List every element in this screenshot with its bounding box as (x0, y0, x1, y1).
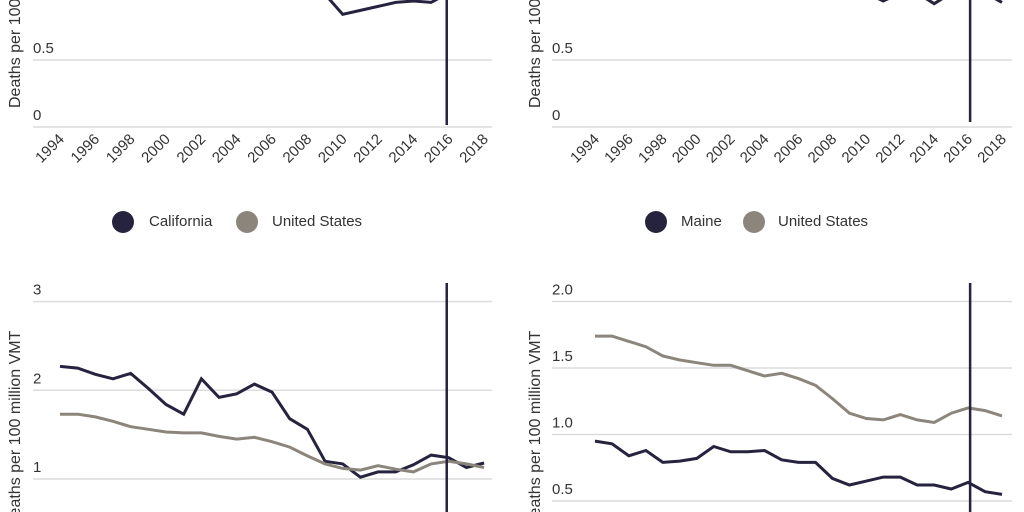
panel-bottom-right: 0.5 1.0 1.5 2.0 Deaths per 100 million VMT (527, 282, 1012, 512)
series-line-maine (877, 0, 1003, 6)
panel-top-right: 0 0.5 Deaths per 100 million VMT 1994199619… (527, 0, 1012, 166)
x-tick-label: 2010 (315, 131, 351, 167)
legend-swatch-united-states (236, 211, 258, 233)
x-tick-label: 2000 (669, 131, 705, 167)
x-tick-label: 2000 (138, 131, 174, 167)
x-tick-label: 2008 (805, 131, 841, 167)
y-tick-label: 0.5 (552, 40, 573, 57)
y-tick-label: 0.5 (552, 481, 573, 498)
x-tick-label: 2002 (703, 131, 739, 167)
x-tick-label: 1996 (68, 131, 104, 167)
y-tick-label: 3 (33, 282, 41, 299)
legend-left: California United States (112, 211, 362, 233)
x-tick-label: 2018 (974, 131, 1010, 167)
panel-bottom-left: 1 2 3 Deaths per 100 million VMT (7, 282, 492, 512)
x-tick-label: 2016 (940, 131, 976, 167)
x-tick-label: 2002 (174, 131, 210, 167)
legend-label-california: California (149, 213, 213, 230)
x-tick-label: 1996 (601, 131, 637, 167)
x-tick-label: 1998 (103, 131, 139, 167)
x-tick-label: 1998 (635, 131, 671, 167)
x-tick-label: 2006 (771, 131, 807, 167)
y-tick-label: 0 (33, 107, 41, 124)
x-tick-label: 2014 (386, 131, 422, 167)
x-tick-label: 2004 (209, 131, 245, 167)
legend-swatch-united-states (743, 211, 765, 233)
x-tick-label: 2004 (737, 131, 773, 167)
series-line-united-states (60, 412, 485, 474)
series-line-maine (594, 439, 1003, 496)
x-tick-label: 2006 (244, 131, 280, 167)
x-tick-label: 2014 (906, 131, 942, 167)
y-tick-label: 2.0 (552, 282, 573, 299)
x-tick-label: 2016 (421, 131, 457, 167)
y-axis-title: Deaths per 100 million VMT (7, 330, 24, 512)
y-tick-label: 0 (552, 107, 560, 124)
y-axis-title: Deaths per 100 million VMT (7, 0, 24, 108)
x-tick-label: 2008 (280, 131, 316, 167)
y-tick-label: 1.5 (552, 348, 573, 365)
y-tick-label: 1.0 (552, 415, 573, 432)
series-line-california (328, 0, 439, 17)
x-tick-label: 2012 (872, 131, 908, 167)
x-tick-label: 2018 (456, 131, 492, 167)
legend-label-maine: Maine (681, 213, 722, 230)
y-tick-label: 0.5 (33, 40, 54, 57)
legend-swatch-maine (645, 211, 667, 233)
x-tick-label: 1994 (567, 131, 603, 167)
legend-right: Maine United States (645, 211, 868, 233)
y-axis-title: Deaths per 100 million VMT (527, 330, 544, 512)
legend-swatch-california (112, 211, 134, 233)
x-tick-label: 2010 (839, 131, 875, 167)
series-line-california (59, 364, 485, 479)
y-tick-label: 2 (33, 370, 41, 387)
series-line-united-states (595, 334, 1003, 425)
panel-top-left: 0 0.5 Deaths per 100 million VMT 1994 1996 19… (7, 0, 492, 166)
y-axis-title: Deaths per 100 million VMT (527, 0, 544, 108)
y-tick-label: 1 (33, 459, 41, 476)
x-tick-label: 2012 (350, 131, 386, 167)
legend-label-united-states: United States (778, 213, 868, 230)
x-tick-label: 1994 (32, 131, 68, 167)
legend-label-united-states: United States (272, 213, 362, 230)
